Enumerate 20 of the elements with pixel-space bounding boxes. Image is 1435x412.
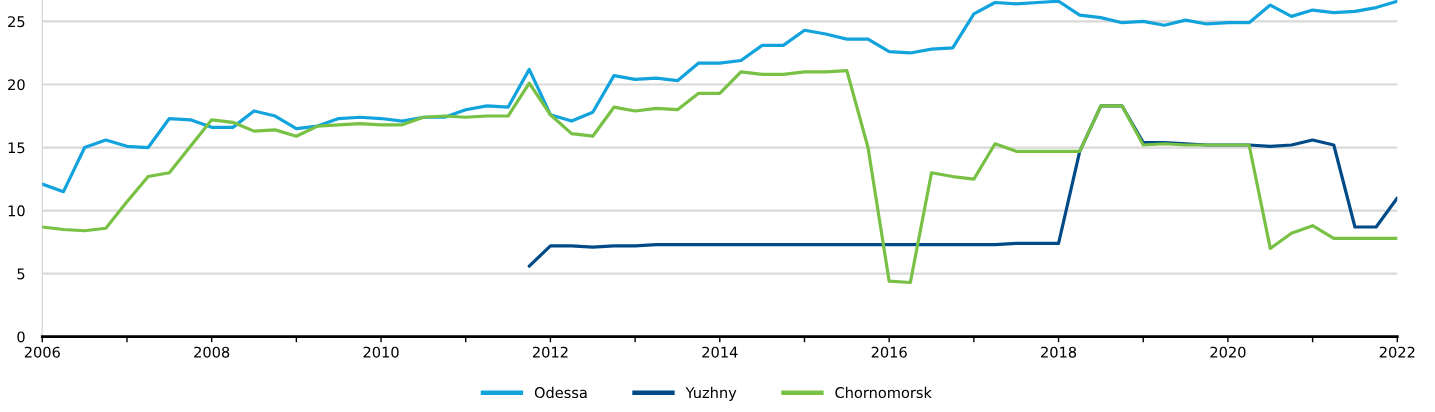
y-tick-label: 20 (8, 79, 25, 91)
x-tick-label: 2016 (871, 346, 907, 358)
x-tick-label: 2014 (702, 346, 738, 358)
y-tick-label: 5 (17, 268, 25, 280)
y-tick-label: 0 (17, 331, 25, 343)
line-series (42, 0, 1398, 194)
line-series (42, 69, 1398, 285)
y-tick-label: 10 (8, 205, 25, 217)
x-tick-label: 2008 (194, 346, 230, 358)
x-tick-label: 2012 (532, 346, 568, 358)
x-tick-label: 2006 (24, 346, 60, 358)
legend-label: Odessa (534, 386, 587, 399)
x-tick-label: 2022 (1379, 346, 1415, 358)
y-tick-label: 15 (8, 142, 25, 154)
y-tick-label: 25 (8, 16, 25, 28)
x-tick-label: 2020 (1210, 346, 1246, 358)
legend-label: Yuzhny (685, 386, 737, 401)
legend-label: Chornomorsk (835, 386, 932, 399)
x-tick-label: 2010 (363, 346, 399, 358)
x-tick-label: 2018 (1041, 346, 1077, 358)
